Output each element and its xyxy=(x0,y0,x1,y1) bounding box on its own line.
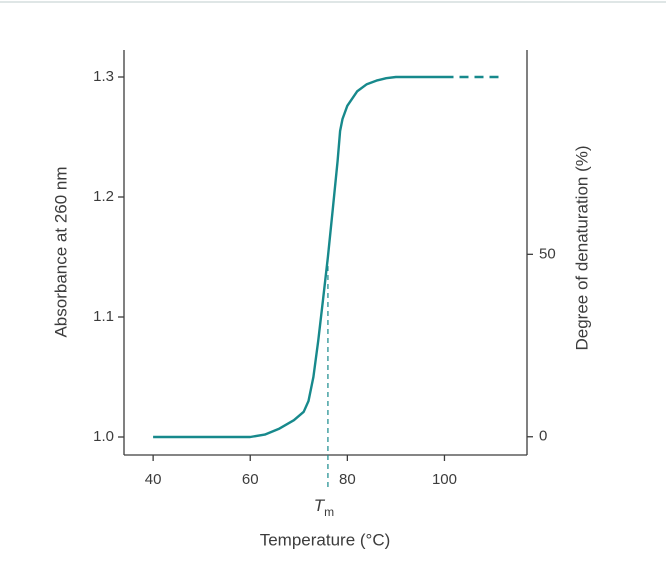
tm-subscript: m xyxy=(324,505,334,519)
x-tick-label: 60 xyxy=(242,471,259,488)
y2-axis-label: Degree of denaturation (%) xyxy=(572,145,591,350)
x-tick-label: 80 xyxy=(339,471,356,488)
tm-symbol: T xyxy=(314,496,326,515)
x-tick-label: 40 xyxy=(145,471,162,488)
y-tick-label: 1.1 xyxy=(93,308,114,325)
curve xyxy=(153,75,445,439)
y-tick-label: 1.2 xyxy=(93,188,114,205)
x-tick-label: 100 xyxy=(432,471,457,488)
y2-tick-label: 0 xyxy=(539,428,547,445)
tm-label: Tm xyxy=(314,496,334,519)
y-tick-label: 1.0 xyxy=(93,428,114,445)
y-tick-label: 1.3 xyxy=(93,68,114,85)
x-axis-label: Temperature (°C) xyxy=(260,530,391,549)
y2-tick-label: 50 xyxy=(539,245,556,262)
y-axis-label: Absorbance at 260 nm xyxy=(51,166,70,337)
